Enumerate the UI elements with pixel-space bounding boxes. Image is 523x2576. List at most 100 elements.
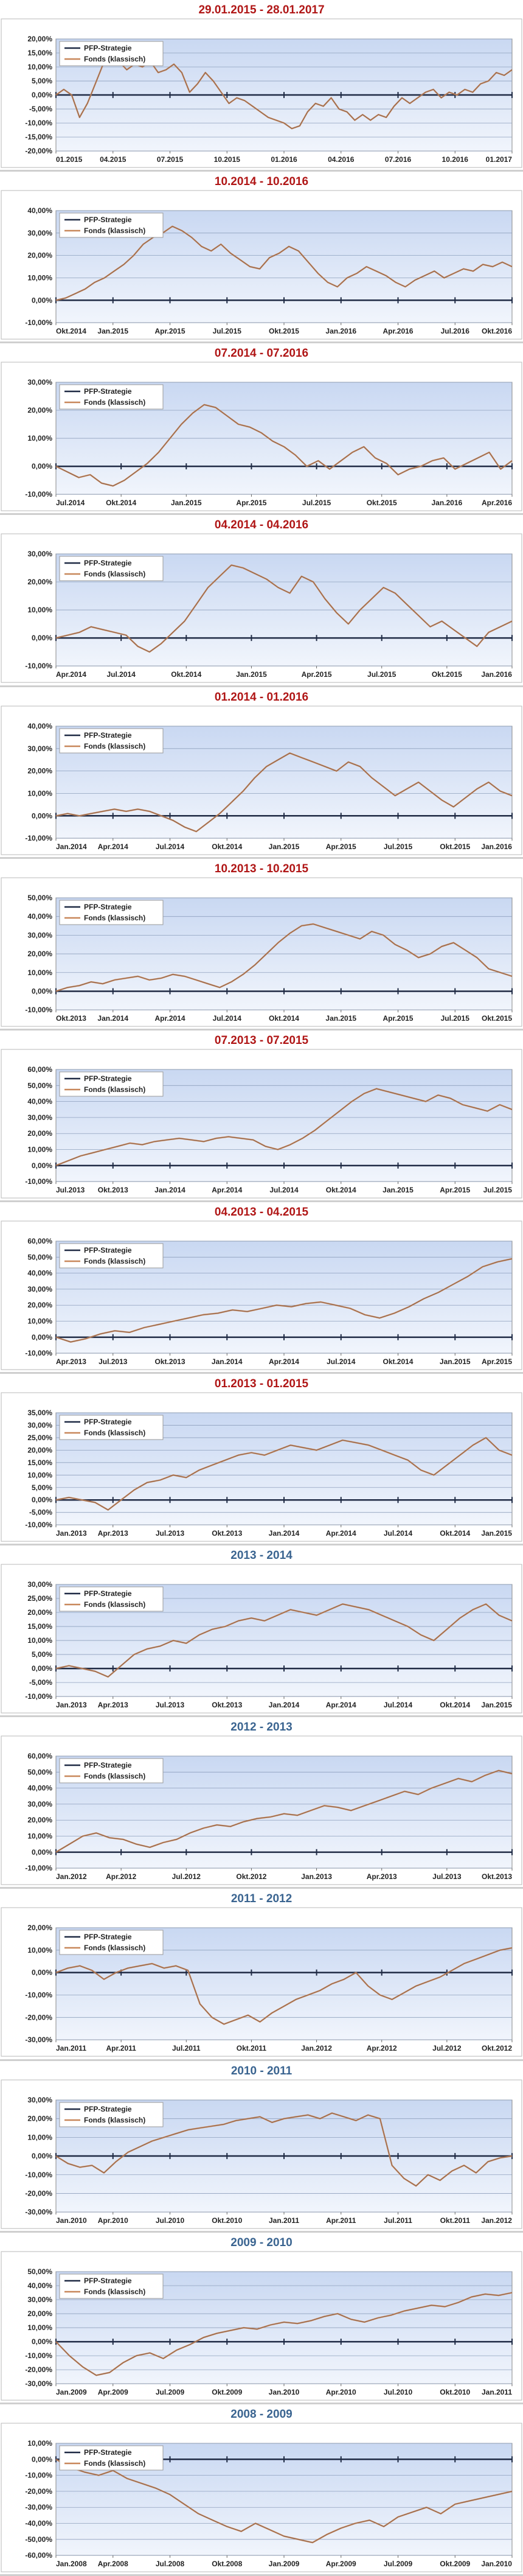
x-tick-label: 04.2016 [328,155,355,164]
x-tick-label: Okt.2015 [440,842,470,851]
x-tick-label: Jan.2014 [269,1701,300,1709]
chart-title: 10.2014 - 10.2016 [214,175,309,189]
x-tick-label: Okt.2014 [212,842,242,851]
panel-separator [0,2230,523,2233]
legend-label: Fonds (klassisch) [84,226,145,235]
legend-label: PFP-Strategie [84,1246,132,1255]
y-tick-label: -10,00% [25,834,52,842]
y-tick-label: 0,00% [32,2455,52,2463]
y-tick-label: 50,00% [27,1768,52,1777]
x-tick-label: Apr.2011 [106,2045,136,2053]
y-tick-label: -10,00% [25,1177,52,1186]
y-tick-label: 30,00% [27,2096,52,2104]
x-tick-label: 07.2016 [385,155,412,164]
x-tick-label: Okt.2012 [482,2045,512,2053]
x-tick-label: Jan.2015 [481,1529,512,1538]
y-tick-label: 10,00% [27,606,52,614]
x-tick-label: Jan.2015 [481,1701,512,1709]
x-tick-label: Jul.2014 [384,1529,413,1538]
y-tick-label: 20,00% [27,2309,52,2318]
x-tick-label: Apr.2014 [326,1529,356,1538]
line-chart: 35,00% 30,00% 25,00% 20,00% 15,00% 10,00% 5,00… [1,1392,522,1542]
legend-label: PFP-Strategie [84,44,132,52]
y-tick-label: -10,00% [25,1521,52,1529]
x-tick-label: Jul.2010 [384,2388,413,2396]
y-tick-label: 10,00% [27,2133,52,2141]
legend-label: PFP-Strategie [84,1933,132,1941]
panel-separator [0,1715,523,1718]
legend-label: Fonds (klassisch) [84,1600,145,1609]
chart-title: 04.2013 - 04.2015 [214,1205,309,1219]
x-tick-label: Jan.2013 [301,1872,332,1881]
y-tick-label: -20,00% [25,2365,52,2374]
x-tick-label: Jan.2012 [301,2045,332,2053]
x-tick-label: Okt.2010 [212,2216,242,2225]
y-tick-label: 50,00% [27,894,52,902]
legend-label: PFP-Strategie [84,903,132,911]
legend-label: Fonds (klassisch) [84,398,145,407]
y-tick-label: 10,00% [27,63,52,71]
x-tick-label: Apr.2014 [98,842,128,851]
x-tick-label: Apr.2009 [326,2560,356,2568]
x-tick-label: Okt.2014 [171,671,201,679]
panel-separator [0,1372,523,1374]
y-tick-label: 0,00% [32,1161,52,1170]
y-tick-label: 25,00% [27,1433,52,1442]
y-tick-label: 30,00% [27,1285,52,1293]
y-tick-label: 40,00% [27,722,52,730]
x-tick-label: 04.2015 [100,155,126,164]
chart-title: 2010 - 2011 [230,2064,293,2077]
y-tick-label: 20,00% [27,1608,52,1617]
x-tick-label: Apr.2014 [326,1701,356,1709]
x-tick-label: Jan.2012 [56,1872,87,1881]
legend: PFP-Strategie Fonds (klassisch) [59,41,164,66]
chart-title: 07.2013 - 07.2015 [214,1034,309,1047]
y-tick-label: -50,00% [25,2535,52,2544]
x-tick-label: Jan.2015 [171,499,202,507]
legend-label: PFP-Strategie [84,731,132,740]
legend: PFP-Strategie Fonds (klassisch) [59,1071,164,1097]
y-tick-label: 20,00% [27,251,52,260]
x-tick-label: Jan.2010 [269,2388,300,2396]
line-chart: 30,00% 20,00% 10,00% 0,00% -10,00% -20,00% -30… [1,2079,522,2229]
y-tick-label: 35,00% [27,1409,52,1417]
x-tick-label: Okt.2016 [482,327,512,335]
series-line-strategie [55,1948,513,2025]
series-line-strategie [55,752,513,831]
chart-title: 04.2014 - 04.2016 [214,519,309,532]
x-tick-label: 10.2016 [442,155,469,164]
y-tick-label: -30,00% [25,2208,52,2216]
series-line-strategie [55,2292,513,2376]
y-tick-label: 0,00% [32,91,52,99]
line-chart: 60,00% 50,00% 40,00% 30,00% 20,00% 10,00% 0,00… [1,1220,522,1370]
x-tick-label: Jul.2014 [106,671,136,679]
legend: PFP-Strategie Fonds (klassisch) [59,1930,164,1955]
y-tick-label: -10,00% [25,2351,52,2360]
x-tick-label: Jan.2014 [269,1529,300,1538]
x-tick-label: 01.2015 [56,155,83,164]
x-tick-label: Apr.2015 [383,1014,414,1023]
x-tick-label: Jul.2016 [441,327,470,335]
legend: PFP-Strategie Fonds (klassisch) [59,2102,164,2127]
chart-panel: 29.01.2015 - 28.01.2017 20,00% 15,00% 10,00… [0,0,523,172]
y-tick-label: -10,00% [25,662,52,671]
y-tick-label: 30,00% [27,2295,52,2304]
panel-separator [0,513,523,516]
y-tick-label: 30,00% [27,378,52,387]
y-tick-label: 40,00% [27,206,52,215]
chart-panel: 2009 - 2010 50,00% 40,00% 30,00% 20,00% 10,00… [0,2232,523,2404]
y-tick-label: 10,00% [27,274,52,282]
y-tick-label: 15,00% [27,1458,52,1467]
y-tick-label: -5,00% [29,1678,52,1687]
y-tick-label: 20,00% [27,1923,52,1932]
y-tick-label: 20,00% [27,35,52,43]
y-tick-label: -10,00% [25,2170,52,2179]
line-chart: 20,00% 10,00% 0,00% -10,00% -20,00% -30,00% Ja… [1,1907,522,2057]
x-tick-label: Jul.2012 [172,1872,201,1881]
y-tick-label: -10,00% [25,490,52,499]
y-tick-label: 15,00% [27,49,52,57]
panel-separator [0,170,523,172]
x-tick-label: Apr.2013 [98,1529,128,1538]
x-tick-label: Apr.2016 [383,327,414,335]
legend-label: Fonds (klassisch) [84,2459,145,2468]
